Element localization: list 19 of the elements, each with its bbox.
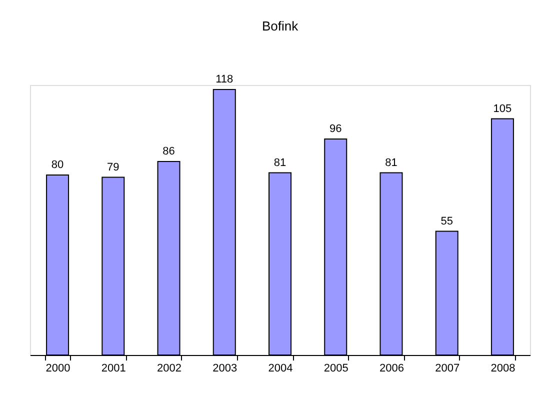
data-label: 55 bbox=[440, 215, 453, 228]
x-tick-label: 2000 bbox=[46, 362, 70, 374]
x-tick-label: 2007 bbox=[435, 362, 460, 374]
data-label: 81 bbox=[274, 156, 286, 169]
x-tick-label: 2002 bbox=[157, 362, 182, 374]
data-label: 81 bbox=[385, 156, 398, 169]
x-tick-label: 2004 bbox=[268, 362, 293, 374]
x-tick-label: 2003 bbox=[212, 362, 238, 374]
data-label: 86 bbox=[162, 146, 175, 158]
data-label: 80 bbox=[51, 159, 64, 171]
x-tick-label: 2001 bbox=[101, 362, 126, 374]
data-label: 118 bbox=[216, 74, 234, 86]
chart-title: Bofink bbox=[262, 18, 299, 34]
x-tick-label: 2006 bbox=[379, 362, 404, 374]
data-label: 96 bbox=[329, 123, 342, 135]
x-tick-label: 2008 bbox=[490, 362, 516, 374]
data-label: 79 bbox=[107, 161, 120, 174]
x-tick-label: 2005 bbox=[324, 362, 348, 374]
data-label: 105 bbox=[493, 102, 512, 115]
